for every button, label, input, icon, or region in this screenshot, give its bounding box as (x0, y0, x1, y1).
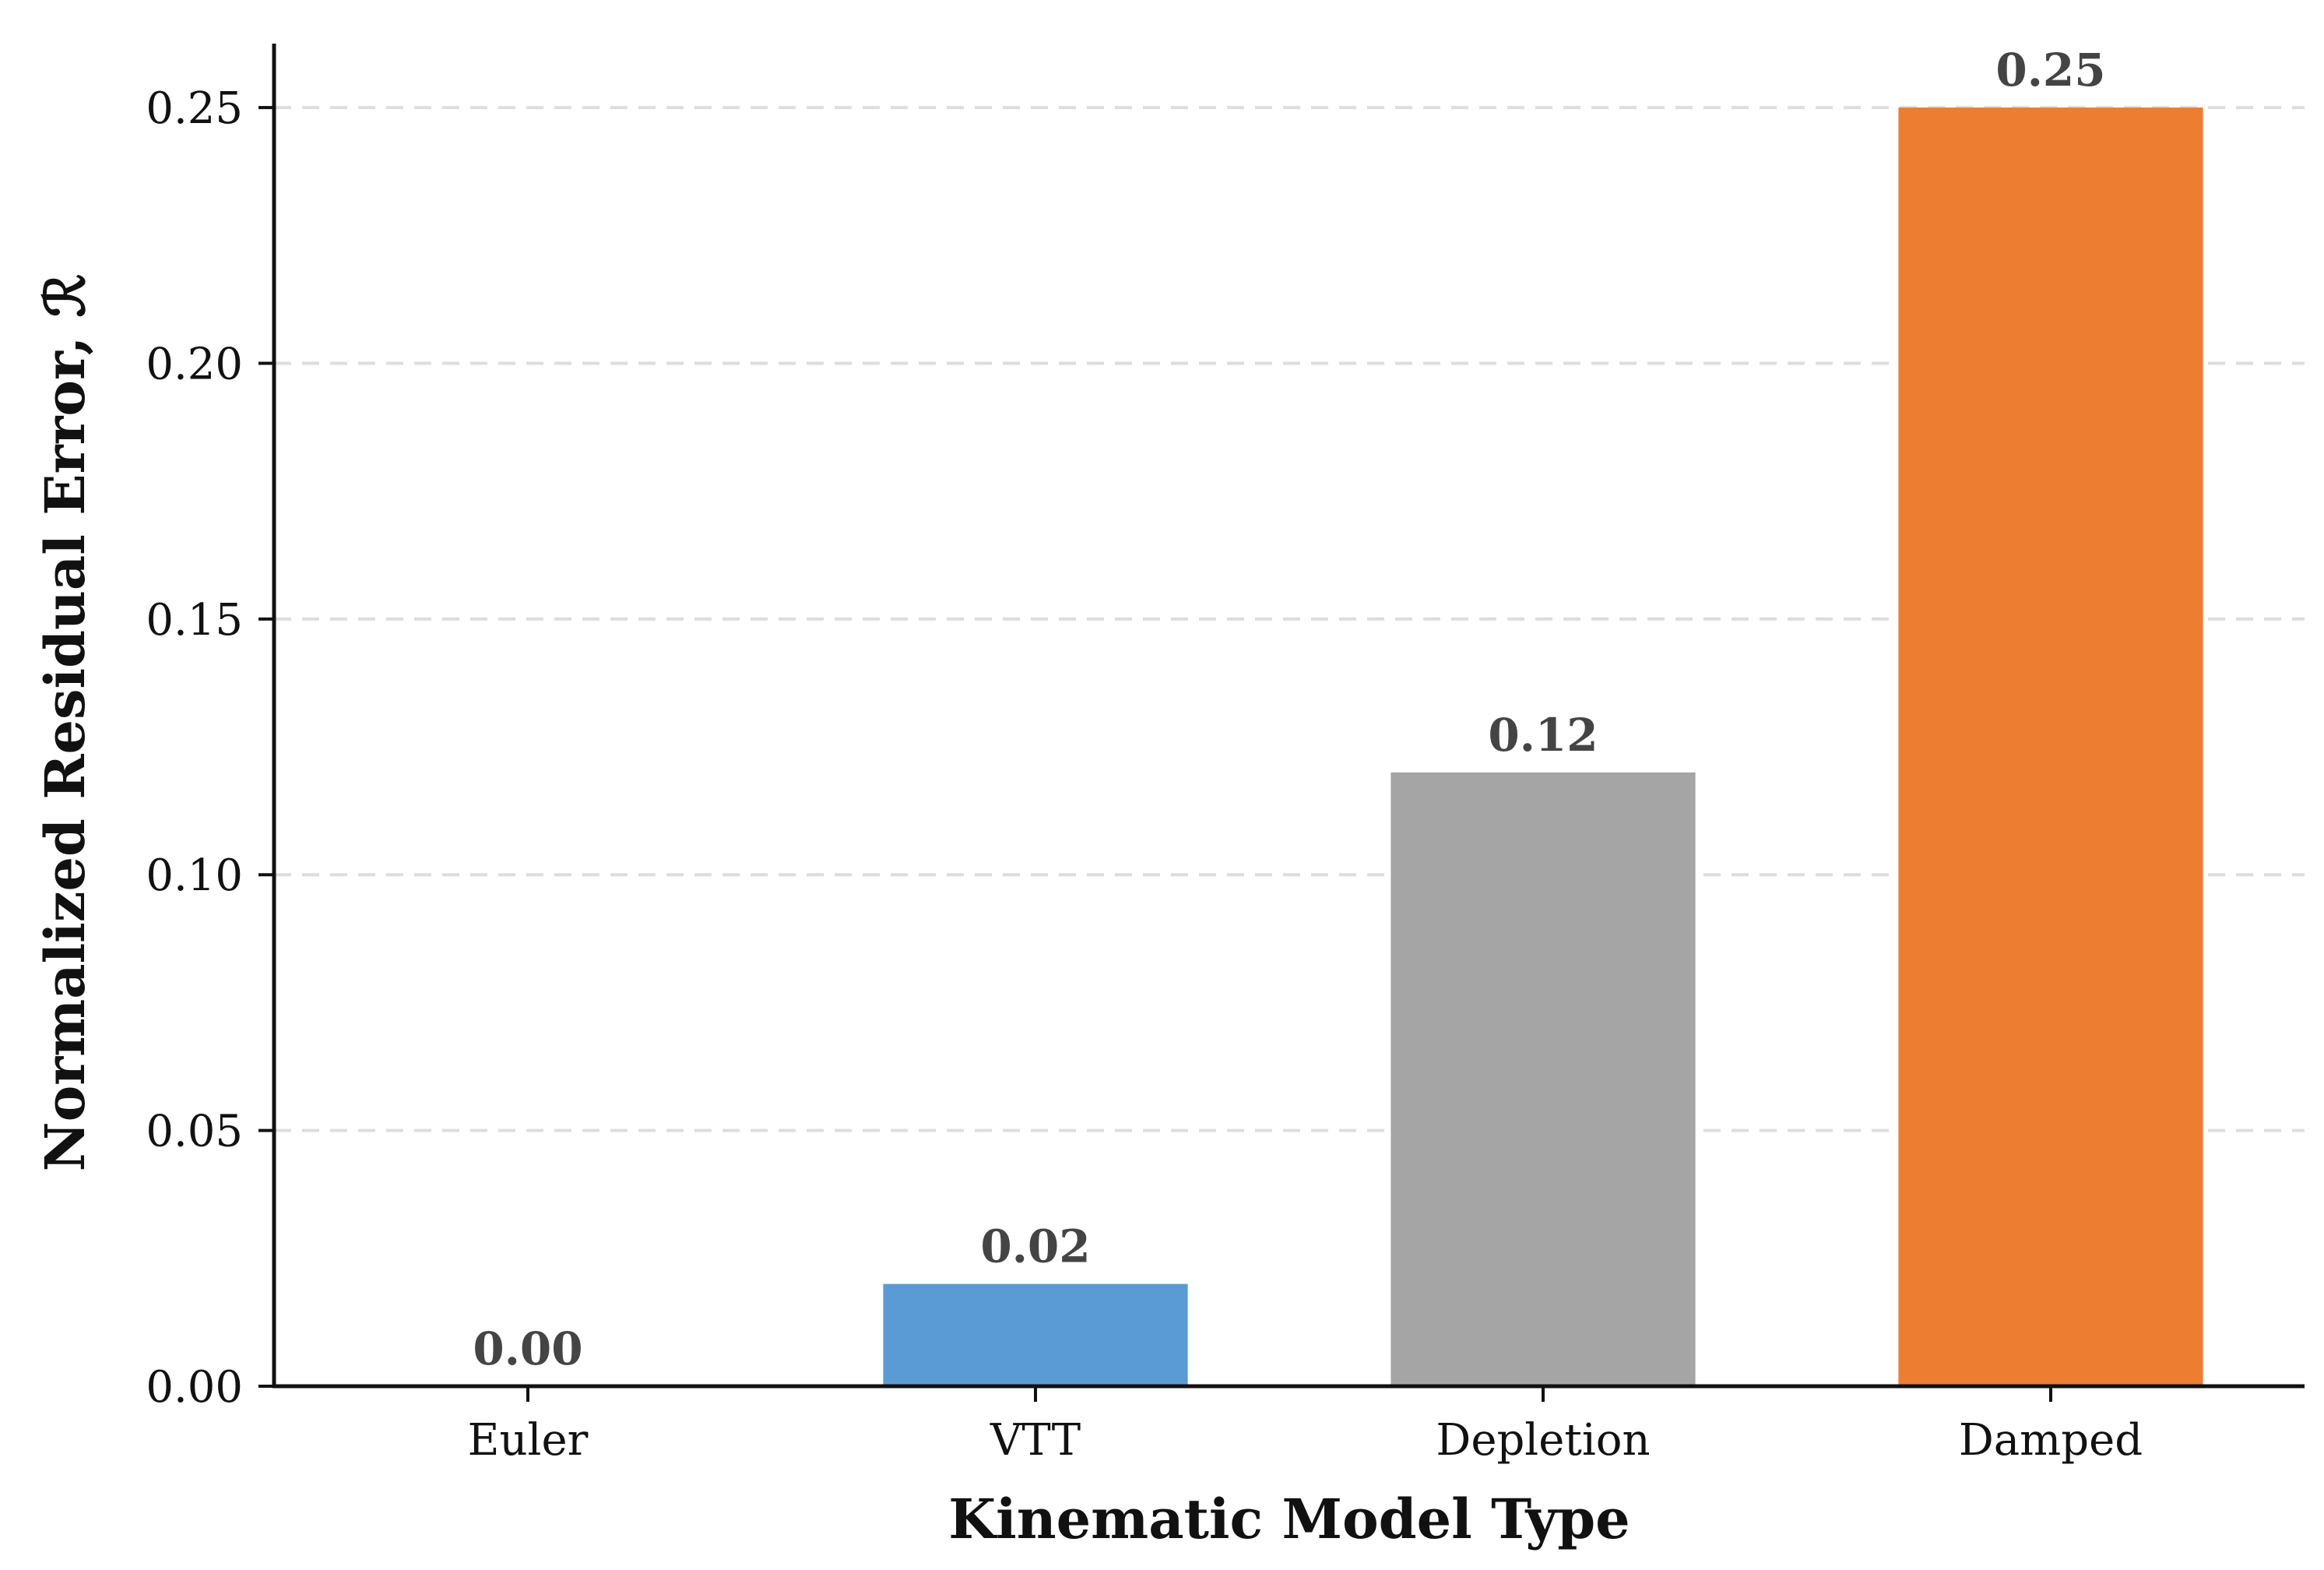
y-tick-label: 0.25 (146, 83, 243, 134)
value-label-euler: 0.00 (473, 1322, 582, 1375)
x-ticks: Euler VTT Depletion Damped (468, 1386, 2143, 1466)
value-label-vtt: 0.02 (980, 1220, 1090, 1273)
x-axis-title: Kinematic Model Type (948, 1487, 1630, 1551)
x-tick-label-euler: Euler (468, 1415, 589, 1466)
y-ticks: 0.00 0.05 0.10 0.15 0.20 0.25 (146, 83, 274, 1413)
y-tick-label: 0.15 (146, 595, 243, 646)
axes (272, 44, 2305, 1389)
bar-depletion (1391, 772, 1696, 1386)
y-tick-label: 0.20 (146, 339, 243, 389)
x-tick-label-depletion: Depletion (1436, 1415, 1650, 1466)
y-tick-label: 0.00 (146, 1362, 243, 1413)
value-label-damped: 0.25 (1995, 44, 2105, 97)
x-tick-label-damped: Damped (1959, 1415, 2143, 1466)
value-labels: 0.00 0.02 0.12 0.25 (473, 44, 2105, 1375)
y-axis-title: Normalized Residual Error, ℛ (33, 274, 97, 1172)
bar-vtt (883, 1283, 1188, 1386)
bar-damped (1898, 107, 2203, 1387)
value-label-depletion: 0.12 (1488, 709, 1598, 762)
y-tick-label: 0.05 (146, 1107, 243, 1157)
x-tick-label-vtt: VTT (990, 1415, 1081, 1466)
bars (883, 107, 2203, 1387)
y-tick-label: 0.10 (146, 850, 243, 901)
